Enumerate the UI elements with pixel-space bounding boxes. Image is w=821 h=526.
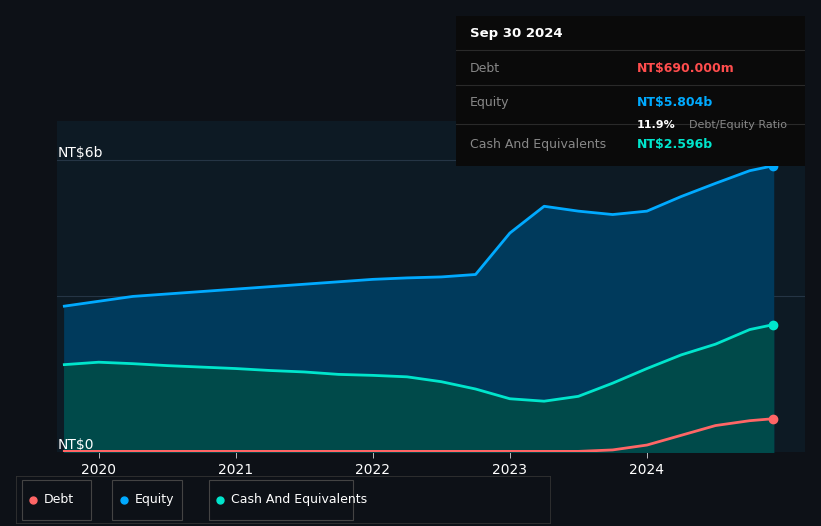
- Text: NT$5.804b: NT$5.804b: [637, 96, 713, 109]
- Text: Equity: Equity: [135, 493, 174, 506]
- Text: NT$690.000m: NT$690.000m: [637, 62, 735, 75]
- Text: Debt: Debt: [44, 493, 74, 506]
- Text: Cash And Equivalents: Cash And Equivalents: [231, 493, 367, 506]
- Text: 11.9%: 11.9%: [637, 120, 676, 130]
- Text: Cash And Equivalents: Cash And Equivalents: [470, 138, 606, 151]
- Text: NT$2.596b: NT$2.596b: [637, 138, 713, 151]
- Text: Sep 30 2024: Sep 30 2024: [470, 27, 562, 41]
- Text: NT$6b: NT$6b: [57, 146, 103, 160]
- Text: Equity: Equity: [470, 96, 509, 109]
- Text: NT$0: NT$0: [57, 438, 94, 452]
- Text: Debt/Equity Ratio: Debt/Equity Ratio: [690, 120, 787, 130]
- Text: Debt: Debt: [470, 62, 500, 75]
